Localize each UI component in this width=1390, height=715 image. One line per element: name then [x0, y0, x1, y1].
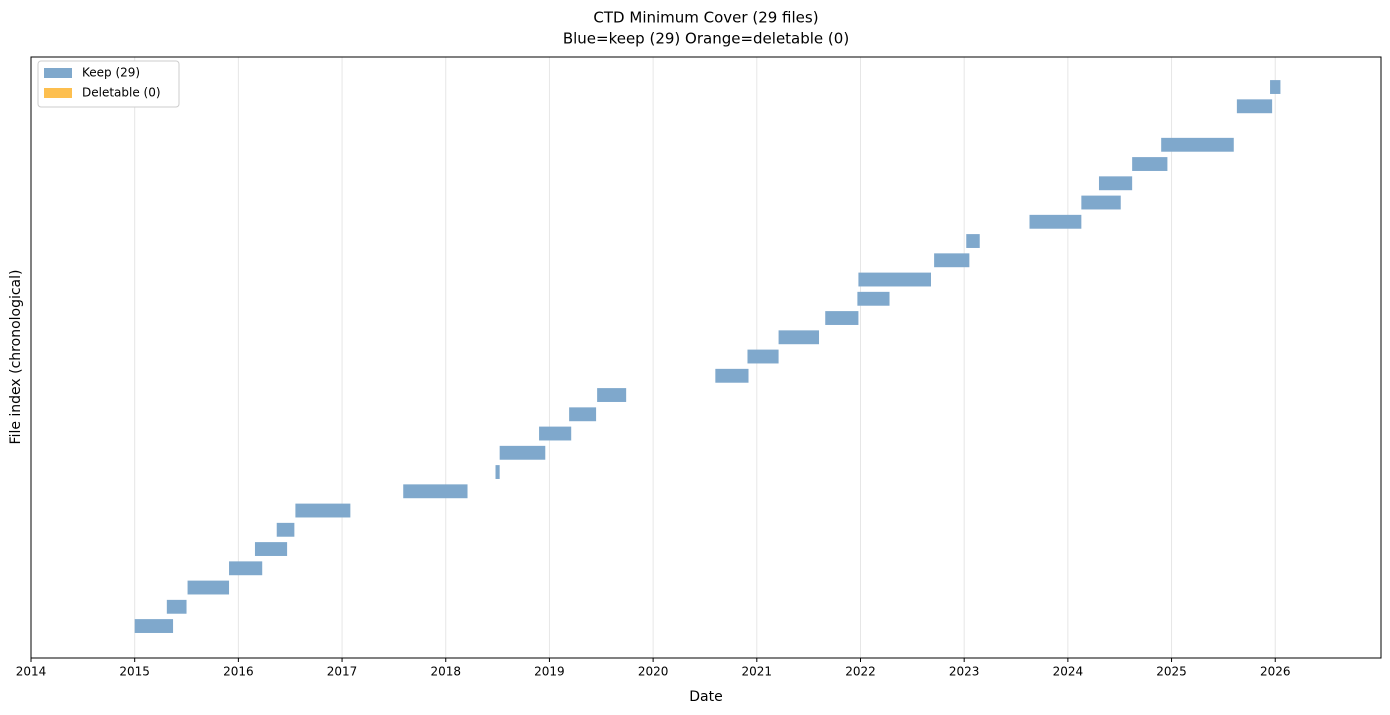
- x-tick-label: 2018: [430, 665, 461, 679]
- x-tick-label: 2026: [1260, 665, 1291, 679]
- x-tick-label: 2017: [327, 665, 358, 679]
- x-axis-label: Date: [689, 689, 722, 705]
- interval-bar: [1236, 99, 1273, 114]
- x-tick-label: 2023: [949, 665, 980, 679]
- interval-bar: [295, 503, 351, 518]
- interval-bar: [966, 234, 980, 248]
- legend-label: Keep (29): [82, 66, 140, 80]
- interval-bar: [857, 291, 890, 306]
- legend-swatch: [44, 88, 72, 98]
- x-tick-label: 2024: [1053, 665, 1084, 679]
- x-tick-label: 2015: [119, 665, 150, 679]
- plot-frame: [30, 56, 1382, 659]
- interval-bar: [1029, 214, 1082, 229]
- legend: Keep (29) Deletable (0): [37, 60, 180, 108]
- x-tick-label: 2021: [742, 665, 773, 679]
- interval-bar: [569, 407, 597, 422]
- x-tick-label: 2016: [223, 665, 254, 679]
- interval-bar: [134, 619, 174, 633]
- interval-bar: [254, 542, 288, 556]
- x-tick-label: 2014: [16, 665, 47, 679]
- interval-bar: [715, 368, 749, 383]
- interval-bar: [166, 599, 187, 614]
- legend-label: Deletable (0): [82, 86, 161, 100]
- interval-bar: [499, 445, 546, 460]
- legend-swatch: [44, 68, 72, 78]
- interval-bar: [276, 522, 295, 537]
- interval-bar: [747, 349, 779, 364]
- interval-bar: [1270, 80, 1281, 94]
- interval-bar: [858, 272, 931, 287]
- interval-bar: [1081, 195, 1121, 210]
- x-tick-label: 2022: [845, 665, 876, 679]
- interval-bar: [934, 253, 970, 268]
- interval-bar: [403, 484, 468, 499]
- interval-bar: [1132, 157, 1168, 171]
- interval-bar: [597, 388, 627, 402]
- y-axis-label: File index (chronological): [8, 270, 24, 445]
- interval-bar: [229, 561, 263, 576]
- x-tick-label: 2019: [534, 665, 565, 679]
- interval-bar: [187, 580, 230, 595]
- interval-bar: [539, 426, 572, 441]
- x-tick-label: 2025: [1156, 665, 1187, 679]
- chart-title: CTD Minimum Cover (29 files): [593, 9, 818, 27]
- legend-box: [37, 60, 180, 108]
- x-tick-label: 2020: [638, 665, 669, 679]
- interval-bar: [495, 465, 500, 479]
- interval-bar: [1098, 176, 1133, 191]
- chart-subtitle: Blue=keep (29) Orange=deletable (0): [563, 30, 849, 48]
- interval-bar: [778, 330, 820, 345]
- interval-bar: [1161, 137, 1234, 152]
- interval-bar: [825, 311, 859, 325]
